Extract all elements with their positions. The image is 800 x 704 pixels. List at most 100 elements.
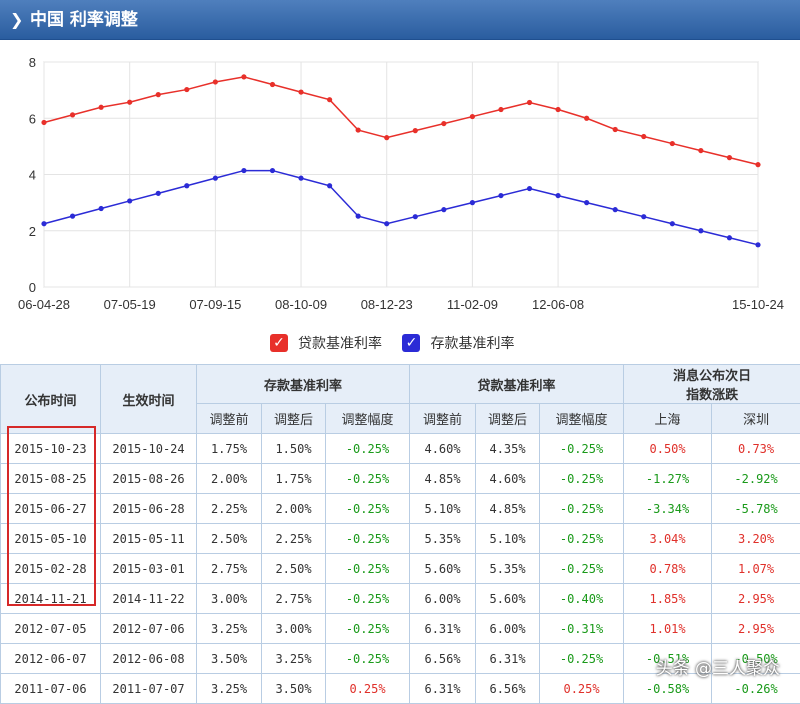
table-cell: 0.25%	[326, 674, 410, 704]
table-cell: -2.92%	[712, 464, 800, 494]
data-point	[613, 207, 618, 212]
data-point	[213, 176, 218, 181]
data-point	[413, 128, 418, 133]
red-checkbox-icon[interactable]: ✓	[270, 334, 288, 352]
data-point	[384, 221, 389, 226]
header-shenzhen: 深圳	[712, 404, 800, 434]
page-header: ❯中国 利率调整	[0, 0, 800, 40]
data-point	[70, 214, 75, 219]
header-deposit-rate: 存款基准利率	[197, 365, 410, 404]
legend-item-deposit[interactable]: ✓ 存款基准利率	[402, 333, 514, 353]
header-market-line1: 消息公布次日	[624, 365, 800, 384]
table-cell: 1.01%	[624, 614, 712, 644]
legend-label-deposit: 存款基准利率	[430, 333, 514, 353]
table-cell: 4.60%	[410, 434, 476, 464]
x-tick-label: 08-12-23	[361, 297, 413, 312]
blue-checkbox-icon[interactable]: ✓	[402, 334, 420, 352]
table-cell: 2.95%	[712, 614, 800, 644]
data-point	[555, 107, 560, 112]
table-cell: 3.50%	[197, 644, 262, 674]
data-point	[156, 191, 161, 196]
data-point	[441, 121, 446, 126]
data-point	[41, 221, 46, 226]
x-tick-label: 07-05-19	[104, 297, 156, 312]
table-cell: 2.25%	[197, 494, 262, 524]
data-point	[498, 193, 503, 198]
table-cell: 2012-06-08	[101, 644, 197, 674]
legend-item-loan[interactable]: ✓ 贷款基准利率	[270, 333, 382, 353]
table-cell: 3.25%	[197, 674, 262, 704]
data-point	[213, 79, 218, 84]
table-cell: -0.25%	[540, 644, 624, 674]
y-tick-label: 4	[29, 168, 36, 183]
data-point	[441, 207, 446, 212]
data-point	[727, 235, 732, 240]
table-cell: 2.50%	[262, 554, 326, 584]
table-cell: 2.75%	[197, 554, 262, 584]
data-point	[613, 127, 618, 132]
table-cell: 4.85%	[476, 494, 540, 524]
data-point	[641, 134, 646, 139]
table-cell: 2.75%	[262, 584, 326, 614]
table-cell: -0.31%	[540, 614, 624, 644]
table-cell: -0.25%	[326, 434, 410, 464]
x-tick-label: 12-06-08	[532, 297, 584, 312]
header-deposit-after: 调整后	[262, 404, 326, 434]
data-point	[356, 127, 361, 132]
highlight-box	[7, 426, 96, 606]
table-cell: -0.25%	[326, 554, 410, 584]
table-cell: 3.20%	[712, 524, 800, 554]
table-cell: -0.25%	[540, 464, 624, 494]
table-cell: 1.07%	[712, 554, 800, 584]
table-cell: 6.00%	[410, 584, 476, 614]
x-tick-label: 06-04-28	[18, 297, 70, 312]
y-tick-label: 8	[29, 55, 36, 70]
header-announce-date: 公布时间	[1, 365, 101, 434]
data-point	[241, 168, 246, 173]
data-point	[755, 162, 760, 167]
table-cell: 6.56%	[410, 644, 476, 674]
data-point	[327, 183, 332, 188]
table-cell: 2015-08-26	[101, 464, 197, 494]
x-tick-label: 08-10-09	[275, 297, 327, 312]
table-cell: 2.00%	[262, 494, 326, 524]
data-point	[356, 214, 361, 219]
table-cell: 5.10%	[476, 524, 540, 554]
data-point	[298, 89, 303, 94]
table-cell: 0.73%	[712, 434, 800, 464]
data-point	[584, 116, 589, 121]
data-point	[99, 105, 104, 110]
table-cell: 3.25%	[197, 614, 262, 644]
header-market-change: 消息公布次日 指数涨跌	[624, 365, 800, 404]
y-tick-label: 2	[29, 224, 36, 239]
data-point	[99, 206, 104, 211]
header-deposit-change: 调整幅度	[326, 404, 410, 434]
data-point	[670, 141, 675, 146]
data-point	[670, 221, 675, 226]
watermark: 头条 @三人聚众	[656, 654, 780, 679]
data-point	[698, 148, 703, 153]
table-cell: 6.31%	[476, 644, 540, 674]
table-cell: 3.04%	[624, 524, 712, 554]
table-cell: -0.25%	[326, 524, 410, 554]
data-point	[727, 155, 732, 160]
table-cell: 2011-07-07	[101, 674, 197, 704]
table-cell: -0.25%	[326, 464, 410, 494]
table-cell: 2015-06-28	[101, 494, 197, 524]
data-point	[156, 92, 161, 97]
table-cell: 1.50%	[262, 434, 326, 464]
table-cell: 5.60%	[410, 554, 476, 584]
y-tick-label: 0	[29, 280, 36, 295]
x-tick-label: 15-10-24	[732, 297, 784, 312]
table-cell: -0.25%	[326, 584, 410, 614]
header-deposit-before: 调整前	[197, 404, 262, 434]
data-point	[327, 97, 332, 102]
data-point	[270, 168, 275, 173]
header-market-line2: 指数涨跌	[624, 384, 800, 403]
x-tick-label: 07-09-15	[189, 297, 241, 312]
table-cell: 4.85%	[410, 464, 476, 494]
